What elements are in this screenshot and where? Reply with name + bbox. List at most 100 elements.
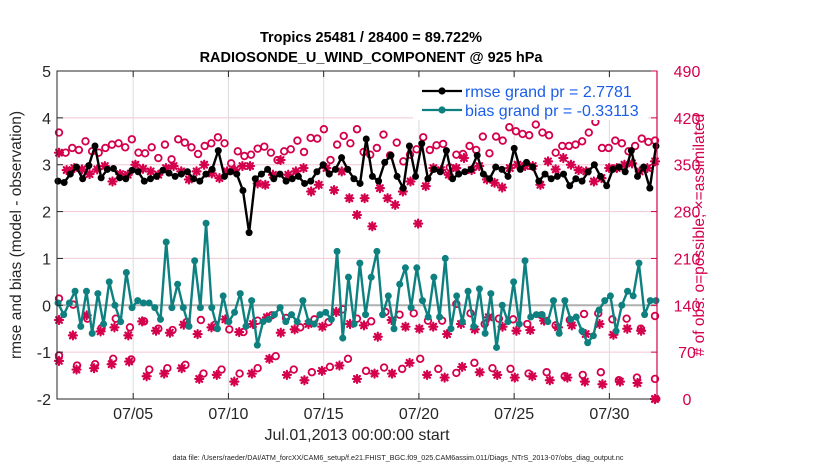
rmse-point: [220, 172, 228, 180]
asterisk-stroke: [110, 323, 119, 332]
rmse-point: [239, 186, 247, 194]
bias-point: [162, 238, 170, 246]
bias-point: [77, 322, 85, 330]
rmse-point: [405, 142, 413, 150]
legend-rmse-marker: [438, 87, 446, 95]
bias-point: [527, 313, 535, 321]
rmse-point: [66, 170, 74, 178]
bias-point: [65, 299, 73, 307]
bias-point: [481, 329, 489, 337]
bias-point: [117, 318, 125, 326]
rmse-point: [393, 172, 401, 180]
rmse-point: [294, 172, 302, 180]
plot-frame: [56, 70, 658, 400]
count-marker-assimilated: [328, 185, 340, 196]
rmse-point: [510, 144, 518, 152]
bias-point: [111, 301, 119, 309]
rmse-point: [627, 147, 635, 155]
count-marker-assimilated: [369, 368, 380, 379]
count-marker-assimilated: [159, 368, 170, 379]
count-marker-possible: [551, 148, 560, 157]
count-marker-possible: [313, 134, 322, 143]
count-marker-possible: [361, 366, 371, 376]
asterisk-stroke: [317, 366, 326, 375]
rmse-point: [535, 177, 543, 185]
count-marker-possible: [542, 368, 551, 377]
asterisk-stroke: [423, 370, 432, 379]
count-marker-possible: [101, 143, 110, 153]
rmse-point: [498, 165, 506, 173]
rmse-point: [375, 177, 383, 185]
asterisk-stroke: [332, 307, 341, 316]
count-marker-assimilated: [168, 160, 179, 172]
count-marker-possible: [491, 132, 501, 141]
bias-point: [71, 287, 79, 295]
rmse-point: [473, 151, 481, 159]
count-marker-possible: [511, 127, 521, 136]
count-marker-possible: [332, 140, 342, 149]
bias-point: [362, 311, 370, 319]
count-marker-possible: [307, 368, 317, 377]
bias-point: [652, 297, 660, 305]
bias-point: [618, 301, 626, 309]
count-marker-assimilated: [489, 177, 500, 188]
count-marker-possible: [207, 139, 216, 148]
bias-point: [253, 341, 261, 349]
asterisk-stroke: [345, 194, 354, 203]
y2-tick-label: 490: [674, 64, 701, 81]
rmse-point: [325, 170, 333, 178]
bias-point: [396, 280, 404, 288]
rmse-point: [196, 177, 204, 185]
count-marker-assimilated: [176, 363, 187, 374]
count-marker-possible: [416, 354, 425, 364]
count-marker-possible: [81, 137, 90, 146]
rmse-point: [313, 168, 321, 176]
rmse-point: [467, 165, 475, 173]
count-marker-possible: [114, 139, 123, 148]
asterisk-stroke: [212, 370, 221, 379]
bias-point: [407, 304, 415, 312]
count-marker-possible: [584, 128, 593, 137]
y-tick-label: 2: [42, 205, 51, 222]
series-obs_assimilated_bottom: [53, 353, 661, 405]
asterisk-stroke: [623, 324, 632, 333]
asterisk-stroke: [207, 323, 216, 332]
count-marker-assimilated: [542, 156, 554, 167]
rmse-point: [301, 179, 309, 187]
count-marker-assimilated: [351, 209, 363, 221]
count-marker-possible: [397, 364, 407, 374]
asterisk-stroke: [375, 184, 384, 193]
bias-point: [322, 308, 330, 316]
count-marker-possible: [196, 315, 206, 325]
rmse-point: [257, 170, 265, 178]
count-marker-possible: [596, 368, 606, 377]
asterisk-stroke: [475, 368, 484, 377]
rmse-point: [634, 172, 642, 180]
count-marker-assimilated: [441, 328, 453, 340]
bias-point: [567, 315, 575, 323]
asterisk-stroke: [68, 331, 77, 340]
bias-point: [242, 322, 250, 330]
bias-point: [344, 273, 352, 281]
count-marker-assimilated: [525, 324, 536, 336]
rmse-point: [553, 172, 561, 180]
count-marker-assimilated: [194, 373, 205, 385]
asterisk-stroke: [580, 377, 589, 386]
count-marker-possible: [346, 139, 355, 148]
count-marker-assimilated: [428, 321, 439, 332]
count-marker-assimilated: [367, 221, 378, 232]
asterisk-stroke: [261, 180, 270, 189]
count-marker-assimilated: [614, 376, 626, 387]
count-marker-assimilated: [53, 147, 65, 158]
rmse-point: [116, 174, 124, 182]
asterisk-stroke: [62, 166, 71, 175]
count-marker-assimilated: [474, 367, 485, 378]
rmse-point: [578, 177, 586, 185]
bias-point: [139, 299, 147, 307]
count-marker-possible: [74, 145, 84, 155]
bias-point: [248, 297, 256, 305]
count-marker-assimilated: [351, 373, 363, 385]
count-marker-possible: [438, 139, 448, 149]
count-marker-assimilated: [229, 376, 240, 387]
count-marker-assimilated: [372, 331, 383, 342]
